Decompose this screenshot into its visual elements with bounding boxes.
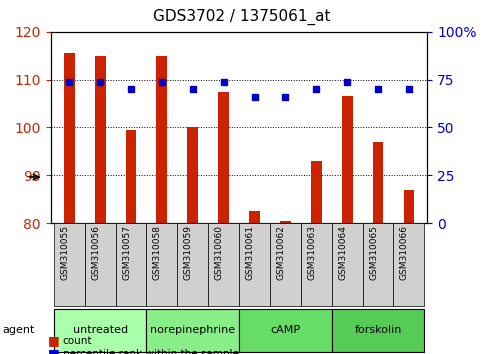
Text: agent: agent bbox=[2, 325, 35, 335]
Text: GSM310056: GSM310056 bbox=[91, 225, 100, 280]
Text: norepinephrine: norepinephrine bbox=[150, 325, 235, 335]
Text: GSM310060: GSM310060 bbox=[214, 225, 224, 280]
Bar bbox=[126, 130, 136, 223]
Bar bbox=[156, 56, 167, 223]
Bar bbox=[187, 127, 198, 223]
Bar bbox=[311, 161, 322, 223]
Text: untreated: untreated bbox=[72, 325, 128, 335]
Text: forskolin: forskolin bbox=[355, 325, 402, 335]
FancyBboxPatch shape bbox=[146, 309, 239, 352]
Bar bbox=[218, 92, 229, 223]
Text: GDS3702 / 1375061_at: GDS3702 / 1375061_at bbox=[153, 9, 330, 25]
Bar bbox=[95, 56, 105, 223]
Text: GSM310058: GSM310058 bbox=[153, 225, 162, 280]
Text: GSM310059: GSM310059 bbox=[184, 225, 193, 280]
Text: GSM310061: GSM310061 bbox=[245, 225, 255, 280]
Bar bbox=[280, 221, 291, 223]
Text: GSM310062: GSM310062 bbox=[276, 225, 285, 280]
Text: GSM310066: GSM310066 bbox=[400, 225, 409, 280]
Text: ■: ■ bbox=[48, 348, 60, 354]
FancyBboxPatch shape bbox=[332, 309, 425, 352]
Text: percentile rank within the sample: percentile rank within the sample bbox=[63, 349, 239, 354]
Bar bbox=[373, 142, 384, 223]
Text: ■: ■ bbox=[48, 334, 60, 347]
FancyBboxPatch shape bbox=[54, 309, 146, 352]
Text: GSM310065: GSM310065 bbox=[369, 225, 378, 280]
Text: count: count bbox=[63, 336, 92, 346]
Text: cAMP: cAMP bbox=[270, 325, 300, 335]
Text: GSM310055: GSM310055 bbox=[60, 225, 69, 280]
Bar bbox=[342, 96, 353, 223]
Text: GSM310057: GSM310057 bbox=[122, 225, 131, 280]
Bar bbox=[64, 53, 75, 223]
Text: GSM310064: GSM310064 bbox=[338, 225, 347, 280]
Bar bbox=[403, 190, 414, 223]
FancyBboxPatch shape bbox=[239, 309, 332, 352]
Text: GSM310063: GSM310063 bbox=[307, 225, 316, 280]
Bar bbox=[249, 211, 260, 223]
